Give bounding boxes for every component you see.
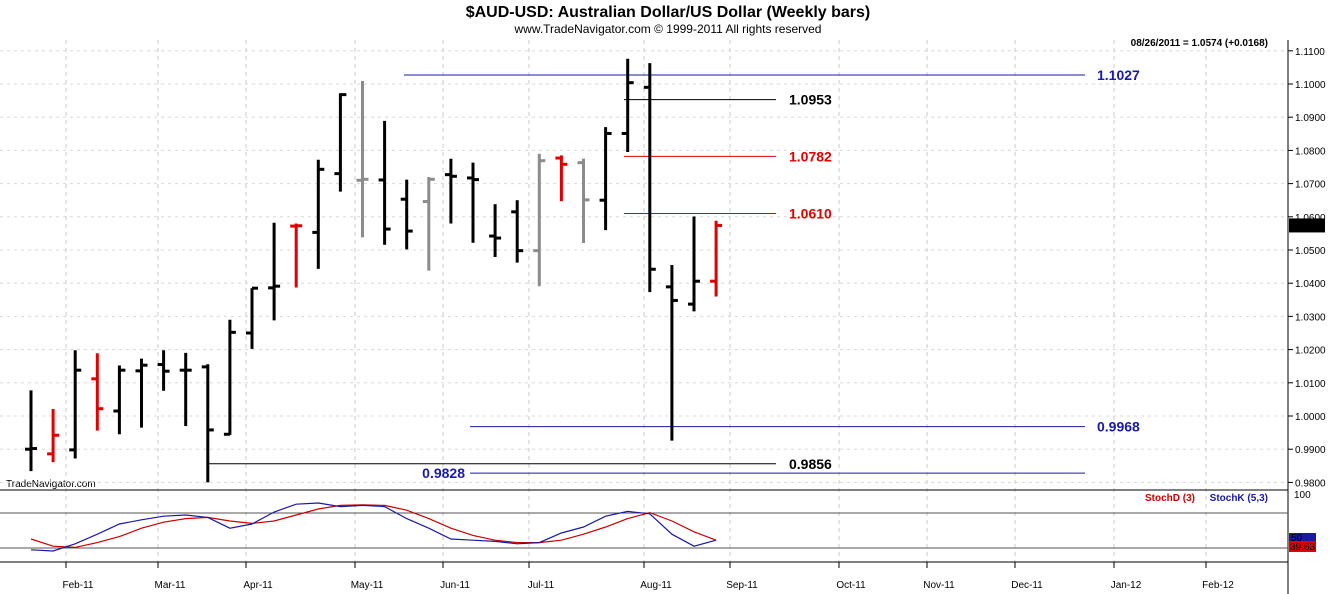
level-label: 0.9828 bbox=[422, 465, 465, 481]
stoch-axis-top: 100 bbox=[1294, 490, 1311, 501]
ohlc-bar bbox=[710, 220, 723, 297]
x-tick-label: Nov-11 bbox=[923, 580, 955, 591]
ohlc-bar bbox=[467, 162, 479, 243]
ohlc-bar bbox=[290, 223, 303, 288]
x-tick-label: Feb-12 bbox=[1202, 580, 1234, 591]
x-tick-label: Jun-11 bbox=[440, 580, 470, 591]
level-label: 0.9856 bbox=[789, 456, 832, 472]
ohlc-bar bbox=[157, 350, 170, 391]
y-tick-label: 1.0900 bbox=[1295, 113, 1326, 124]
ohlc-bar bbox=[533, 153, 546, 287]
level-label: 0.9968 bbox=[1097, 419, 1140, 435]
ohlc-bar bbox=[665, 264, 678, 441]
ohlc-bar bbox=[113, 365, 126, 435]
ohlc-bar bbox=[378, 120, 391, 245]
ohlc-bar bbox=[47, 409, 60, 463]
ohlc-bar bbox=[489, 204, 502, 257]
y-tick-label: 0.9800 bbox=[1295, 478, 1326, 489]
ohlc-bar bbox=[201, 364, 214, 483]
y-tick-label: 1.0700 bbox=[1295, 180, 1326, 191]
watermark: TradeNavigator.com bbox=[6, 479, 96, 490]
ohlc-bar bbox=[69, 350, 82, 459]
stochd-legend: StochD (3) bbox=[1145, 493, 1195, 504]
stochd-value-label: 39.63 bbox=[1290, 542, 1315, 553]
ohlc-bar bbox=[422, 176, 435, 271]
ohlc-bar bbox=[643, 63, 656, 293]
ohlc-bar bbox=[356, 81, 369, 238]
ohlc-bar bbox=[555, 155, 568, 202]
y-tick-label: 1.0000 bbox=[1295, 412, 1326, 423]
x-tick-label: Dec-11 bbox=[1011, 580, 1043, 591]
x-tick-label: Oct-11 bbox=[836, 580, 866, 591]
last-value-label: 1.0574 bbox=[1291, 221, 1322, 232]
price-axis: 0.9800 0.9900 1.0000 1.0100 1.0200 1.0300 1.04… bbox=[1288, 47, 1326, 489]
last-value-box bbox=[1289, 218, 1325, 233]
ohlc-bar bbox=[135, 358, 148, 428]
y-tick-label: 1.0100 bbox=[1295, 379, 1326, 390]
x-tick-label: Jan-12 bbox=[1111, 580, 1142, 591]
y-tick-label: 1.0400 bbox=[1295, 279, 1326, 290]
chart-subtitle: www.TradeNavigator.com © 1999-2011 All r… bbox=[514, 22, 822, 36]
ohlc-bar bbox=[312, 159, 325, 269]
level-lines: 1.1027 1.0953 1.0782 1.0610 0.9968 0.9856 0.98… bbox=[208, 67, 1140, 481]
date-axis: Feb-11 Mar-11 Apr-11 May-11 Jun-11 Jul-11 Aug-… bbox=[63, 562, 1234, 591]
ohlc-bar bbox=[223, 319, 236, 436]
x-tick-label: Sep-11 bbox=[726, 580, 758, 591]
level-label: 1.1027 bbox=[1097, 67, 1140, 83]
ohlc-bars bbox=[25, 58, 723, 483]
chart-title: $AUD-USD: Australian Dollar/US Dollar (W… bbox=[466, 4, 871, 21]
x-tick-label: Apr-11 bbox=[243, 580, 273, 591]
level-label: 1.0782 bbox=[789, 148, 832, 164]
stochk-line bbox=[30, 502, 717, 552]
y-tick-label: 1.0200 bbox=[1295, 346, 1326, 357]
ohlc-bar bbox=[621, 58, 634, 153]
stochd-line bbox=[30, 504, 717, 549]
stochd-value-box bbox=[1289, 541, 1316, 552]
ohlc-bar bbox=[334, 93, 347, 192]
y-tick-label: 1.1000 bbox=[1295, 80, 1326, 91]
ohlc-bar bbox=[268, 222, 281, 321]
level-label: 1.0610 bbox=[789, 205, 832, 221]
x-tick-label: Jul-11 bbox=[528, 580, 555, 591]
ohlc-bar bbox=[91, 353, 104, 431]
level-label: 1.0953 bbox=[789, 92, 832, 108]
grid bbox=[0, 40, 1288, 562]
y-tick-label: 1.0600 bbox=[1295, 213, 1326, 224]
y-tick-label: 1.1100 bbox=[1295, 47, 1325, 58]
ohlc-bar bbox=[25, 390, 37, 472]
ohlc-bar bbox=[577, 158, 590, 244]
quote-readout: 08/26/2011 = 1.0574 (+0.0168) bbox=[1131, 38, 1268, 49]
y-tick-label: 1.0300 bbox=[1295, 312, 1326, 323]
ohlc-bar bbox=[400, 179, 413, 250]
y-tick-label: 0.9900 bbox=[1295, 445, 1326, 456]
x-tick-label: May-11 bbox=[351, 580, 384, 591]
stochk-value-label: 50 bbox=[1291, 533, 1303, 544]
x-tick-label: Feb-11 bbox=[63, 580, 94, 591]
ohlc-bar bbox=[511, 200, 524, 263]
stochk-value-box bbox=[1289, 533, 1316, 542]
x-tick-label: Aug-11 bbox=[640, 580, 672, 591]
ohlc-bar bbox=[444, 158, 457, 224]
x-tick-label: Mar-11 bbox=[155, 580, 186, 591]
ohlc-bar bbox=[179, 352, 192, 426]
y-tick-label: 1.0800 bbox=[1295, 146, 1326, 157]
ohlc-bar bbox=[599, 127, 612, 231]
y-tick-label: 1.0500 bbox=[1295, 246, 1326, 257]
stochk-legend: StochK (5,3) bbox=[1210, 493, 1268, 504]
ohlc-bar bbox=[688, 216, 700, 312]
ohlc-bar bbox=[246, 286, 258, 349]
